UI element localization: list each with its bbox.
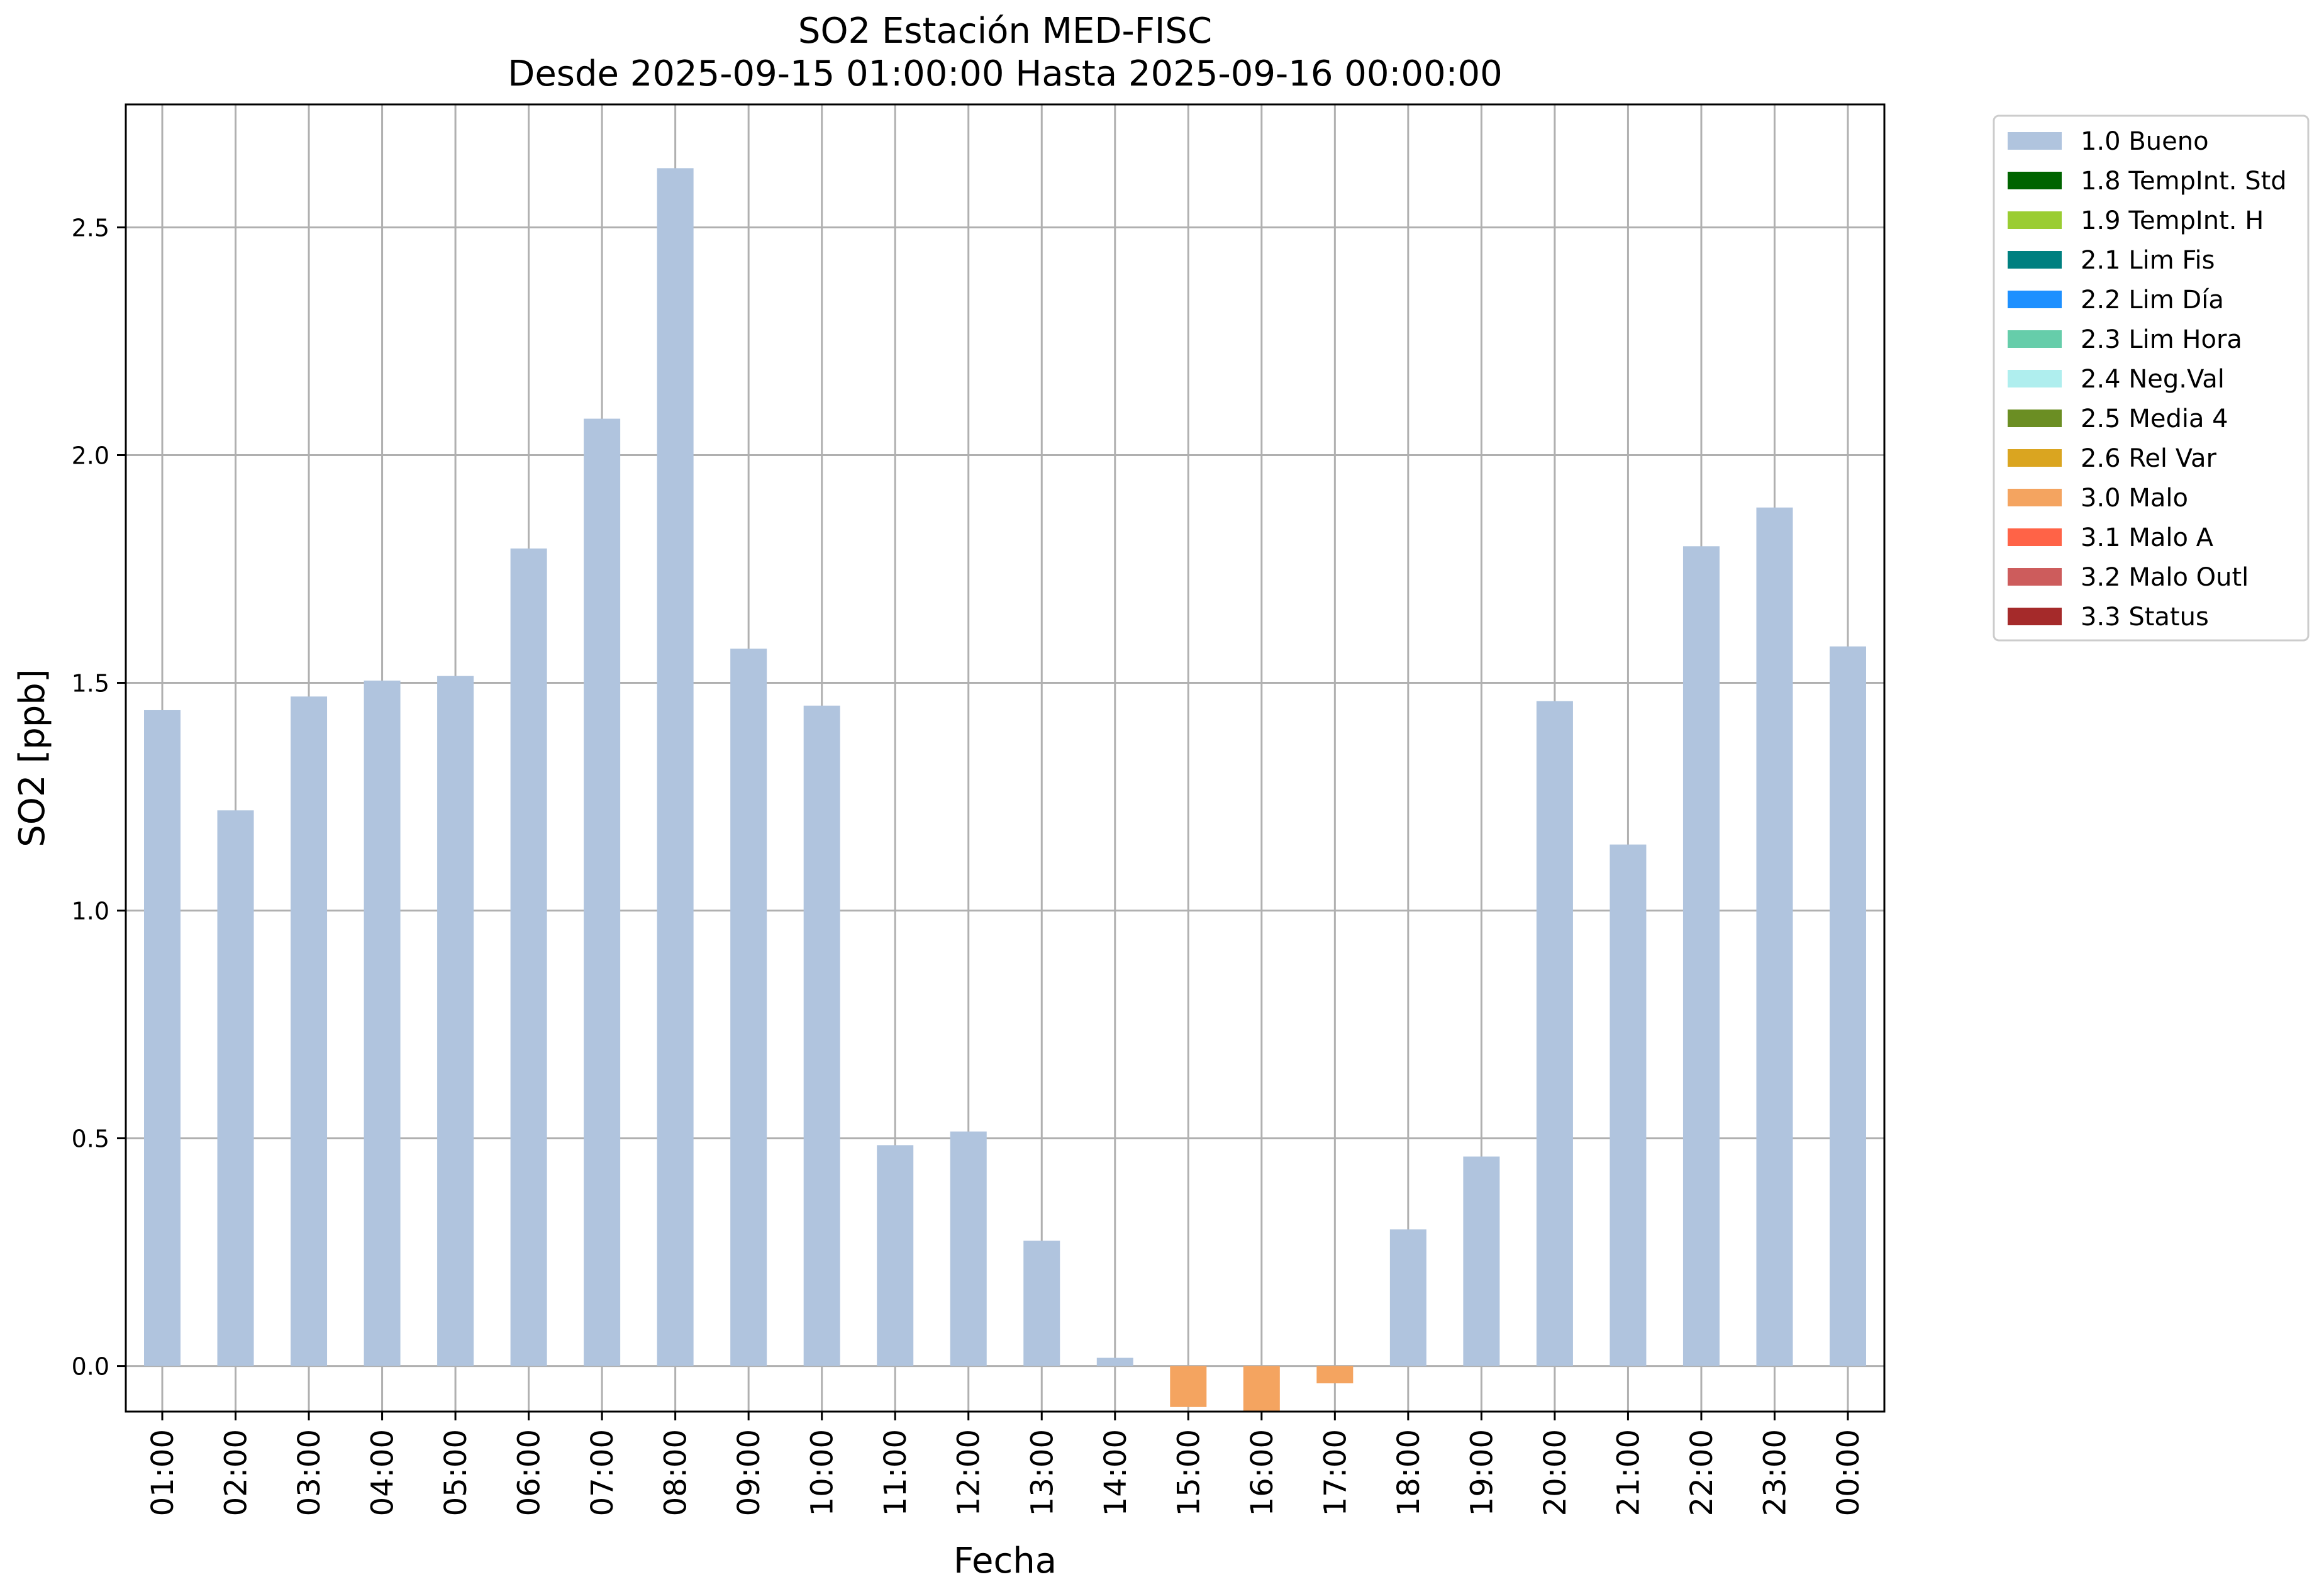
bar-1000 [803, 705, 840, 1366]
legend-label: 3.0 Malo [2081, 484, 2188, 513]
y-tick-label: 1.0 [72, 898, 109, 925]
x-tick-label: 07:00 [585, 1429, 620, 1516]
x-tick-label: 16:00 [1245, 1429, 1280, 1516]
bar-0100 [144, 710, 181, 1366]
bar-0000 [1830, 646, 1866, 1366]
x-tick-label: 03:00 [292, 1429, 327, 1516]
bar-1200 [950, 1131, 987, 1366]
legend-swatch [2008, 489, 2062, 506]
y-tick-label: 0.5 [72, 1125, 109, 1153]
legend-label: 2.4 Neg.Val [2081, 365, 2225, 394]
legend: 1.0 Bueno 1.8 TempInt. Std 1.9 TempInt. H 2… [1993, 114, 2310, 642]
legend-label: 1.0 Bueno [2081, 127, 2209, 156]
legend-swatch [2008, 251, 2062, 269]
x-tick-label: 06:00 [512, 1429, 547, 1516]
bar-0800 [657, 168, 694, 1366]
x-tick-label: 13:00 [1025, 1429, 1060, 1516]
bar-1600 [1243, 1366, 1280, 1412]
x-tick-label: 18:00 [1391, 1429, 1426, 1516]
bar-0900 [730, 649, 767, 1366]
legend-label: 2.5 Media 4 [2081, 404, 2228, 433]
x-tick-label: 15:00 [1171, 1429, 1206, 1516]
legend-swatch [2008, 132, 2062, 150]
x-tick-label: 00:00 [1831, 1429, 1866, 1516]
legend-label: 2.2 Lim Día [2081, 286, 2224, 315]
legend-swatch [2008, 291, 2062, 308]
legend-label: 1.9 TempInt. H [2081, 206, 2264, 235]
legend-label: 3.2 Malo Outl [2081, 563, 2249, 592]
plot-frame [125, 103, 1886, 1413]
y-axis-ticks: 0.0 0.5 1.0 1.5 2.0 2.5 [72, 214, 126, 1381]
bar-1700 [1316, 1366, 1354, 1384]
bars [144, 168, 1866, 1412]
legend-swatch [2008, 528, 2062, 546]
legend-label: 2.3 Lim Hora [2081, 325, 2242, 354]
bar-0700 [584, 418, 621, 1366]
x-tick-label: 17:00 [1318, 1429, 1353, 1516]
x-tick-label: 08:00 [659, 1429, 694, 1516]
bar-2200 [1682, 546, 1720, 1366]
legend-label: 2.1 Lim Fis [2081, 246, 2215, 275]
y-axis-label: SO2 [ppb] [12, 669, 53, 847]
bar-0500 [437, 676, 474, 1366]
legend-swatch [2008, 211, 2062, 229]
x-tick-label: 14:00 [1098, 1429, 1133, 1516]
legend-swatch [2008, 370, 2062, 387]
bar-2100 [1610, 844, 1647, 1366]
legend-label: 3.3 Status [2081, 603, 2209, 632]
x-tick-label: 21:00 [1611, 1429, 1646, 1516]
legend-swatch [2008, 568, 2062, 586]
x-tick-label: 01:00 [145, 1429, 181, 1516]
x-tick-label: 04:00 [365, 1429, 401, 1516]
bar-1500 [1170, 1366, 1207, 1407]
x-tick-label: 05:00 [438, 1429, 474, 1516]
legend-swatch [2008, 330, 2062, 348]
bar-1300 [1023, 1240, 1060, 1366]
x-tick-label: 09:00 [731, 1429, 767, 1516]
bar-0300 [291, 696, 328, 1366]
y-tick-label: 0.0 [72, 1353, 109, 1381]
chart-subtitle: Desde 2025-09-15 01:00:00 Hasta 2025-09-… [508, 53, 1503, 94]
bar-2000 [1536, 701, 1573, 1366]
x-tick-label: 22:00 [1684, 1429, 1720, 1516]
legend-label: 1.8 TempInt. Std [2081, 167, 2287, 196]
x-tick-label: 23:00 [1757, 1429, 1793, 1516]
legend-swatch [2008, 410, 2062, 427]
y-tick-label: 2.0 [72, 442, 109, 470]
bar-2300 [1756, 507, 1793, 1366]
legend-swatch [2008, 608, 2062, 625]
bar-1800 [1389, 1229, 1426, 1366]
legend-swatch [2008, 449, 2062, 467]
legend-frame [1993, 114, 2310, 642]
bar-0200 [217, 810, 254, 1366]
x-tick-label: 19:00 [1464, 1429, 1499, 1516]
x-tick-label: 02:00 [219, 1429, 254, 1516]
bar-1100 [877, 1145, 914, 1366]
chart-title: SO2 Estación MED-FISC [798, 11, 1212, 52]
bar-0400 [364, 680, 401, 1366]
legend-label: 2.6 Rel Var [2081, 444, 2217, 473]
bar-1900 [1463, 1156, 1500, 1366]
x-axis-label: Fecha [954, 1541, 1057, 1581]
bar-0600 [510, 548, 547, 1366]
y-tick-label: 1.5 [72, 670, 109, 698]
x-tick-label: 20:00 [1538, 1429, 1573, 1516]
x-tick-label: 11:00 [878, 1429, 913, 1516]
y-tick-label: 2.5 [72, 214, 109, 242]
bar-1400 [1096, 1357, 1133, 1366]
legend-swatch [2008, 172, 2062, 189]
x-tick-label: 12:00 [952, 1429, 987, 1516]
x-tick-label: 10:00 [805, 1429, 840, 1516]
x-axis-ticks: 01:00 02:00 03:00 04:00 05:00 06:00 07:00 08:00… [145, 1412, 1866, 1516]
legend-label: 3.1 Malo A [2081, 523, 2214, 552]
